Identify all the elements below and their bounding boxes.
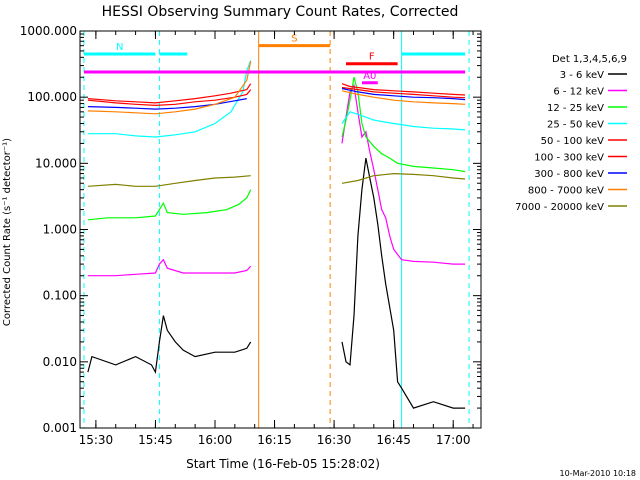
series-line-9 [341,83,466,96]
series-line-15 [341,90,466,105]
series-line-1 [341,157,466,409]
series-line-11 [341,86,466,99]
chart-title: HESSI Observing Summary Count Rates, Cor… [102,4,459,20]
legend-title: Det 1,3,4,5,6,9 [552,54,627,65]
annotation-label-4: A0 [363,71,376,82]
legend-label-3: 25 - 50 keV [547,120,604,131]
legend-label-2: 12 - 25 keV [547,103,604,114]
x-tick-label-0: 15:30 [79,433,114,447]
annotation-label-3: F [369,52,375,63]
y-tick-label-2: 0.100 [43,289,77,303]
y-tick-label-6: 1000.000 [20,24,77,38]
series-line-10 [87,89,252,107]
y-tick-label-0: 0.001 [43,421,77,435]
series-line-0 [87,315,252,375]
x-axis-label: Start Time (16-Feb-05 15:28:02) [186,457,380,471]
series-line-7 [341,111,466,131]
series-line-16 [87,175,251,187]
legend-label-8: 7000 - 20000 keV [515,202,604,213]
y-tick-label-4: 10.000 [35,156,77,170]
legend-label-6: 300 - 800 keV [534,169,604,180]
footer-timestamp: 10-Mar-2010 10:18 [560,469,637,478]
legend-label-4: 50 - 100 keV [541,136,605,147]
x-tick-label-4: 16:30 [317,433,352,447]
x-tick-label-1: 15:45 [138,433,173,447]
x-tick-label-5: 16:45 [376,433,411,447]
x-tick-label-2: 16:00 [198,433,233,447]
y-tick-label-5: 100.000 [27,90,77,104]
legend-label-7: 800 - 7000 keV [528,186,604,197]
x-tick-label-3: 16:15 [257,433,292,447]
x-tick-label-6: 17:00 [436,433,471,447]
series-line-2 [87,258,252,277]
annotation-label-2: S [291,34,297,45]
series-line-14 [87,61,252,115]
series-line-17 [341,172,466,184]
series-line-13 [341,87,466,101]
y-axis-label: Corrected Count Rate (s⁻¹ detector⁻¹) [2,138,13,326]
y-tick-label-3: 1.000 [43,223,77,237]
legend-label-0: 3 - 6 keV [560,70,604,81]
series-line-12 [87,98,247,110]
annotation-label-0: N [116,42,123,53]
series-line-3 [341,83,466,265]
legend-label-5: 100 - 300 keV [534,153,604,164]
legend-label-1: 6 - 12 keV [553,87,604,98]
series-line-4 [87,189,252,221]
y-tick-label-1: 0.010 [43,355,77,369]
